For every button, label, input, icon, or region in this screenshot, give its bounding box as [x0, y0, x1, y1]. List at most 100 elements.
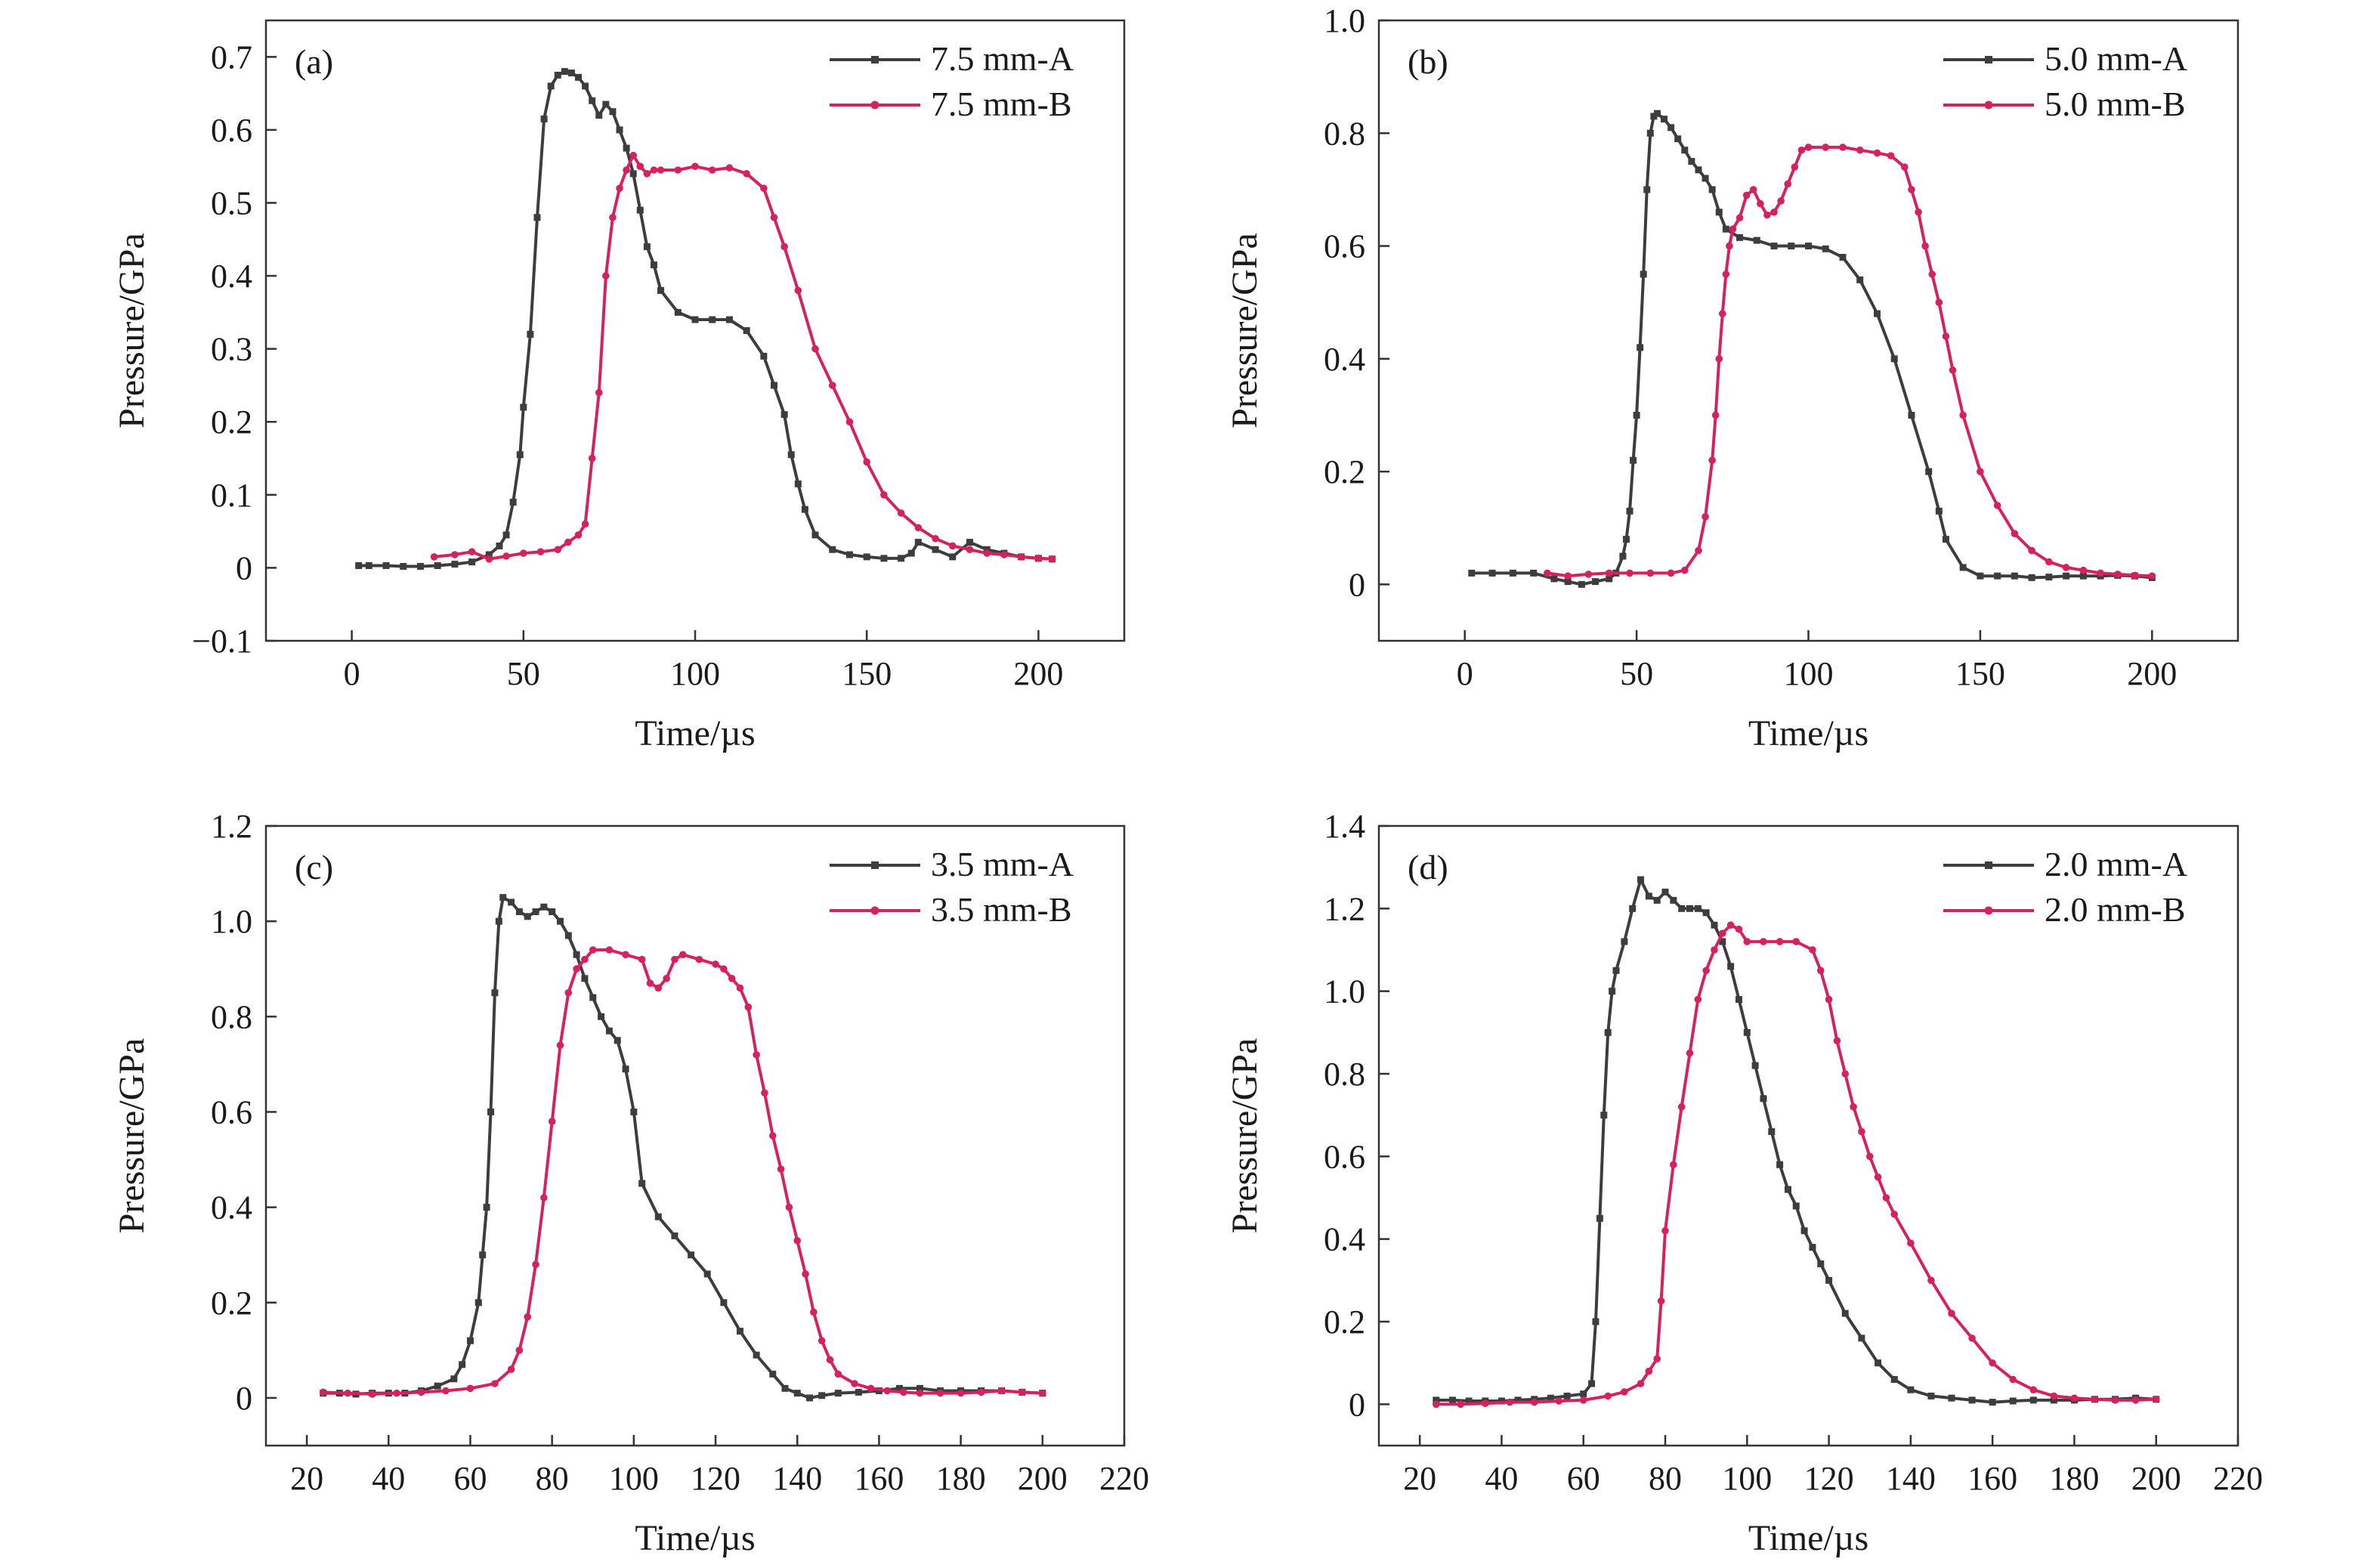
data-point [1637, 1380, 1645, 1387]
plot-frame [1377, 824, 2239, 1447]
legend-entry: 7.5 mm-A [830, 39, 1074, 78]
data-point [450, 1375, 458, 1383]
data-point [609, 108, 617, 116]
data-point [760, 184, 768, 192]
data-point [1592, 1318, 1600, 1325]
data-point [638, 955, 646, 963]
data-point [2029, 1396, 2037, 1404]
series-b [319, 946, 1046, 1398]
data-point [781, 1384, 789, 1392]
data-point [914, 524, 923, 532]
legend-label: 2.0 mm-B [2045, 890, 2186, 929]
data-point [1034, 555, 1043, 562]
y-tick-label: 1.4 [1324, 808, 1365, 845]
data-point [589, 97, 596, 104]
legend-marker [1984, 101, 1993, 110]
data-point [1711, 411, 1720, 419]
data-point [1674, 135, 1682, 143]
data-point [949, 553, 957, 561]
x-tick-label: 140 [1886, 1460, 1936, 1497]
data-point [1850, 1103, 1857, 1111]
data-point [768, 1132, 777, 1140]
data-point [2070, 1394, 2079, 1402]
data-point [1948, 1394, 1955, 1402]
data-point [575, 73, 583, 81]
x-tick-label: 50 [507, 655, 540, 692]
data-point [2028, 574, 2035, 581]
y-axis-label: Pressure/GPa [1225, 1038, 1265, 1234]
x-tick-label: 140 [772, 1460, 822, 1497]
data-point [588, 454, 596, 462]
data-point [368, 1390, 376, 1398]
x-tick-label: 100 [609, 1460, 659, 1497]
data-point [1935, 298, 1943, 306]
data-point [1695, 166, 1702, 174]
data-point [1994, 572, 2001, 580]
x-tick-label: 200 [1018, 1460, 1068, 1497]
data-point [1800, 1227, 1808, 1235]
data-point [573, 951, 580, 958]
data-point [1805, 243, 1812, 250]
data-point [1506, 1398, 1514, 1406]
data-point [499, 894, 507, 902]
data-point [1825, 1276, 1833, 1284]
data-point [1468, 569, 1476, 577]
data-point [811, 345, 819, 353]
data-point [1749, 186, 1757, 193]
data-point [459, 1361, 466, 1369]
data-point [691, 162, 699, 170]
x-axis-label: Time/µs [1748, 1518, 1868, 1558]
x-tick-label: 100 [1784, 655, 1834, 692]
y-tick-label: 0.4 [211, 1189, 252, 1226]
data-point [1670, 1161, 1677, 1169]
chart-panel-c: 20 40 60 80 100 120 140 160 180 200 220 0 0.2 0.4 0.6 0… [112, 808, 1149, 1558]
legend-entry: 2.0 mm-A [1943, 845, 2187, 883]
data-point [949, 542, 957, 550]
data-point [1792, 1202, 1800, 1210]
data-point [1809, 946, 1816, 954]
data-point [451, 561, 459, 568]
data-point [1882, 1194, 1890, 1202]
data-point [1637, 344, 1644, 351]
data-point [365, 562, 372, 570]
data-point [430, 553, 438, 561]
data-point [688, 1251, 695, 1259]
data-point [1822, 144, 1830, 151]
data-point [502, 531, 510, 539]
data-point [581, 955, 589, 963]
data-point [1858, 1335, 1865, 1342]
data-point [1719, 310, 1726, 317]
data-point [520, 404, 527, 411]
data-point [515, 1347, 524, 1354]
data-point [1959, 564, 1967, 571]
data-point [1908, 186, 1915, 193]
data-point [1833, 1037, 1841, 1045]
data-point [674, 308, 682, 316]
y-tick-label: 1.2 [211, 808, 252, 845]
data-point [595, 112, 603, 119]
x-tick-label: 200 [2131, 1460, 2181, 1497]
data-point [602, 272, 610, 280]
legend-label: 7.5 mm-A [931, 39, 1074, 78]
legend-label: 3.5 mm-A [931, 845, 1074, 883]
data-point [1702, 513, 1709, 521]
data-point [1695, 546, 1702, 555]
data-point [712, 960, 719, 968]
data-point [1550, 575, 1558, 583]
data-point [1629, 905, 1637, 912]
data-point [564, 932, 572, 939]
legend-entry: 5.0 mm-A [1943, 39, 2187, 78]
data-point [1776, 1161, 1784, 1168]
data-point [728, 975, 736, 982]
legend-label: 7.5 mm-B [931, 85, 1072, 123]
data-point [1584, 571, 1593, 578]
data-point [780, 243, 788, 251]
data-point [1433, 1400, 1440, 1409]
data-point [1942, 332, 1950, 340]
data-point [2062, 564, 2070, 571]
data-point [787, 451, 795, 459]
data-point [703, 1270, 711, 1278]
data-point [1839, 253, 1847, 261]
y-axis-label: Pressure/GPa [112, 1038, 152, 1234]
data-point [589, 994, 597, 1001]
